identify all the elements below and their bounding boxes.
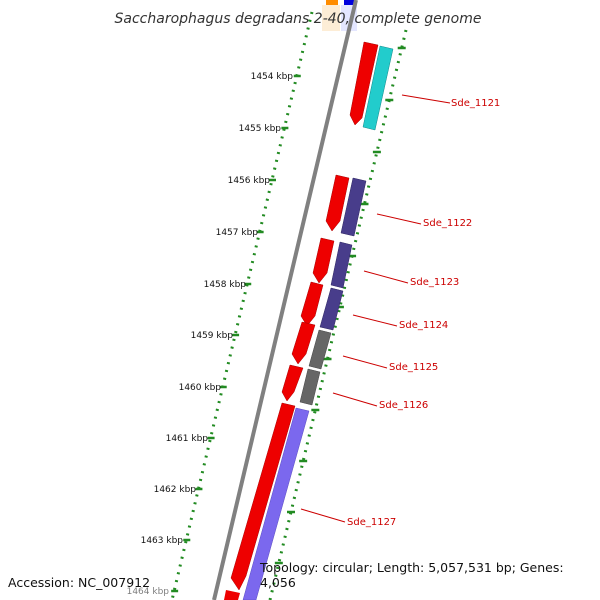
map-title: Saccharophagus degradans 2-40, complete … (115, 11, 482, 27)
ruler-label: 1455 kbp (239, 124, 282, 134)
cds-arrow (291, 321, 316, 365)
ruler-label: 1464 kbp (127, 587, 170, 597)
leader-line (376, 213, 422, 225)
leader-line (352, 314, 398, 327)
feature-block-gray (299, 368, 321, 406)
leader-line (363, 270, 409, 284)
ruler-label: 1463 kbp (141, 536, 184, 546)
ruler-ticks (171, 74, 301, 593)
gene-leader-lines (300, 94, 451, 523)
cds-arrow (224, 590, 240, 600)
ruler-label: 1462 kbp (154, 485, 197, 495)
ruler-label: 1461 kbp (166, 434, 209, 444)
ruler-label: 1459 kbp (191, 331, 234, 341)
top-faded-feature (322, 5, 340, 31)
feature-block-gray (308, 329, 332, 370)
ruler-labels: 1454 kbp 1455 kbp 1456 kbp 1457 kbp 1458… (127, 72, 294, 597)
gene-labels: Sde_1121 Sde_1122 Sde_1123 Sde_1124 Sde_… (347, 98, 500, 528)
accession-text: Accession: NC_007912 (8, 575, 151, 590)
gene-label: Sde_1125 (389, 362, 438, 373)
leader-line (401, 94, 451, 104)
genome-backbone (212, 0, 358, 600)
feature-block-navy (330, 241, 353, 289)
ruler-label: 1457 kbp (216, 228, 259, 238)
gene-label: Sde_1124 (399, 320, 448, 331)
top-blue-feature (344, 0, 356, 5)
feature-block-navy (340, 177, 367, 237)
gene-label: Sde_1126 (379, 400, 428, 411)
feature-block-lavender (242, 407, 310, 600)
feature-block-navy (319, 287, 344, 331)
gene-label: Sde_1123 (410, 277, 459, 288)
outer-ticks (274, 46, 406, 565)
ruler-label: 1458 kbp (204, 280, 247, 290)
ruler-label: 1460 kbp (179, 383, 222, 393)
cds-arrow (312, 237, 335, 284)
leader-line (342, 355, 388, 369)
gene-label: Sde_1127 (347, 517, 396, 528)
topology-text: Topology: circular; Length: 5,057,531 bp… (260, 560, 564, 590)
cds-arrow (281, 364, 304, 402)
leader-line (332, 392, 378, 407)
gene-label: Sde_1121 (451, 98, 500, 109)
ruler-label: 1454 kbp (251, 72, 294, 82)
gene-label: Sde_1122 (423, 218, 472, 229)
top-orange-feature (326, 0, 338, 5)
cds-track (224, 41, 379, 600)
ruler-label: 1456 kbp (228, 176, 271, 186)
cds-arrow (325, 174, 350, 232)
cds-arrow (349, 41, 379, 126)
outer-dotted-ring (268, 29, 408, 600)
leader-line (300, 508, 346, 523)
feature-block-teal (362, 45, 394, 131)
feature-track (242, 45, 394, 600)
cds-arrow (230, 402, 296, 591)
cds-arrow (300, 281, 324, 327)
